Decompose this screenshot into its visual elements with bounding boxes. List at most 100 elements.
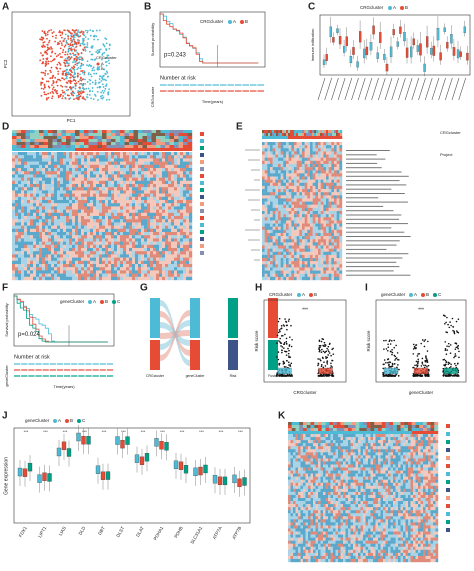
heatmap-cell bbox=[159, 190, 162, 193]
annotation-cell bbox=[102, 142, 107, 145]
heatmap-cell bbox=[93, 197, 96, 200]
heatmap-cell bbox=[84, 187, 87, 190]
annotation-cell bbox=[179, 133, 184, 136]
heatmap-cell bbox=[294, 239, 297, 242]
annotation-cell bbox=[26, 142, 31, 145]
heatmap-cell bbox=[265, 186, 268, 189]
heatmap-cell bbox=[315, 173, 318, 176]
heatmap-cell bbox=[63, 226, 66, 229]
heatmap-cell bbox=[291, 227, 294, 230]
scatter-point bbox=[57, 85, 59, 87]
scatter-point bbox=[60, 48, 62, 50]
heatmap-cell bbox=[87, 245, 90, 248]
annotation-cell bbox=[272, 133, 274, 136]
heatmap-cell bbox=[144, 235, 147, 238]
annotation-cell bbox=[296, 133, 298, 136]
heatmap-cell bbox=[144, 181, 147, 184]
heatmap-cell bbox=[129, 235, 132, 238]
heatmap-cell bbox=[294, 261, 297, 264]
heatmap-cell bbox=[186, 213, 189, 216]
heatmap-cell bbox=[150, 232, 153, 235]
box bbox=[359, 31, 361, 42]
heatmap-cell bbox=[12, 235, 15, 238]
heatmap-cell bbox=[21, 242, 24, 245]
heatmap-cell bbox=[138, 197, 141, 200]
heatmap-cell bbox=[102, 251, 105, 254]
annotation-cell bbox=[62, 133, 67, 136]
heatmap-cell bbox=[141, 245, 144, 248]
heatmap-cell bbox=[162, 165, 165, 168]
heatmap-cell bbox=[93, 216, 96, 219]
heatmap-cell bbox=[24, 168, 27, 171]
heatmap-cell bbox=[57, 210, 60, 213]
scatter-point bbox=[42, 62, 44, 64]
heatmap-cell bbox=[66, 184, 69, 187]
heatmap-cell bbox=[51, 165, 54, 168]
heatmap-cell bbox=[75, 197, 78, 200]
box bbox=[403, 32, 405, 41]
scatter-point bbox=[82, 72, 84, 74]
heatmap-cell bbox=[339, 230, 342, 233]
scatter-point bbox=[97, 39, 99, 41]
heatmap-cell bbox=[12, 203, 15, 206]
heatmap-cell bbox=[45, 274, 48, 277]
heatmap-cell bbox=[51, 235, 54, 238]
heatmap-cell bbox=[45, 162, 48, 165]
heatmap-cell bbox=[168, 158, 171, 161]
heatmap-cell bbox=[323, 170, 326, 173]
heatmap-cell bbox=[189, 165, 192, 168]
heatmap-cell bbox=[326, 186, 329, 189]
heatmap-cell bbox=[189, 190, 192, 193]
heatmap-cell bbox=[323, 173, 326, 176]
heatmap-cell bbox=[117, 171, 120, 174]
heatmap-cell bbox=[36, 251, 39, 254]
heatmap-cell bbox=[337, 205, 340, 208]
heatmap-cell bbox=[283, 271, 286, 274]
heatmap-cell bbox=[150, 187, 153, 190]
heatmap-cell bbox=[265, 177, 268, 180]
scatter-point bbox=[79, 73, 81, 75]
annotation-cell bbox=[89, 139, 94, 142]
heatmap-cell bbox=[165, 277, 168, 280]
heatmap-cell bbox=[54, 264, 57, 267]
annotation-cell bbox=[324, 130, 326, 133]
heatmap-cell bbox=[183, 270, 186, 273]
heatmap-cell bbox=[162, 261, 165, 264]
heatmap-cell bbox=[39, 187, 42, 190]
heatmap-cell bbox=[291, 261, 294, 264]
heatmap-cell bbox=[275, 189, 278, 192]
heatmap-cell bbox=[120, 267, 123, 270]
heatmap-cell bbox=[63, 210, 66, 213]
heatmap-cell bbox=[30, 232, 33, 235]
heatmap-cell bbox=[60, 194, 63, 197]
annotation-cell bbox=[120, 130, 125, 133]
annotation-cell bbox=[280, 133, 282, 136]
heatmap-cell bbox=[63, 229, 66, 232]
scatter-point bbox=[69, 31, 71, 33]
heatmap-cell bbox=[265, 236, 268, 239]
heatmap-cell bbox=[177, 178, 180, 181]
heatmap-cell bbox=[186, 171, 189, 174]
heatmap-cell bbox=[299, 236, 302, 239]
scatter-point bbox=[64, 97, 66, 99]
scatter-point bbox=[44, 74, 46, 76]
heatmap-cell bbox=[177, 181, 180, 184]
scatter-point bbox=[78, 31, 80, 33]
heatmap-cell bbox=[291, 183, 294, 186]
heatmap-cell bbox=[18, 187, 21, 190]
heatmap-cell bbox=[307, 271, 310, 274]
heatmap-cell bbox=[51, 184, 54, 187]
tick-label-stub bbox=[412, 78, 419, 100]
heatmap-cell bbox=[299, 167, 302, 170]
annotation-cell bbox=[71, 130, 76, 133]
heatmap-cell bbox=[171, 274, 174, 277]
heatmap-cell bbox=[159, 245, 162, 248]
heatmap-cell bbox=[318, 211, 321, 214]
heatmap-cell bbox=[96, 270, 99, 273]
heatmap-cell bbox=[21, 174, 24, 177]
annotation-cell bbox=[138, 139, 143, 142]
annotation-cell bbox=[318, 133, 320, 136]
heatmap-cell bbox=[33, 219, 36, 222]
annotation-cell bbox=[266, 130, 268, 133]
scatter-point bbox=[106, 43, 108, 45]
